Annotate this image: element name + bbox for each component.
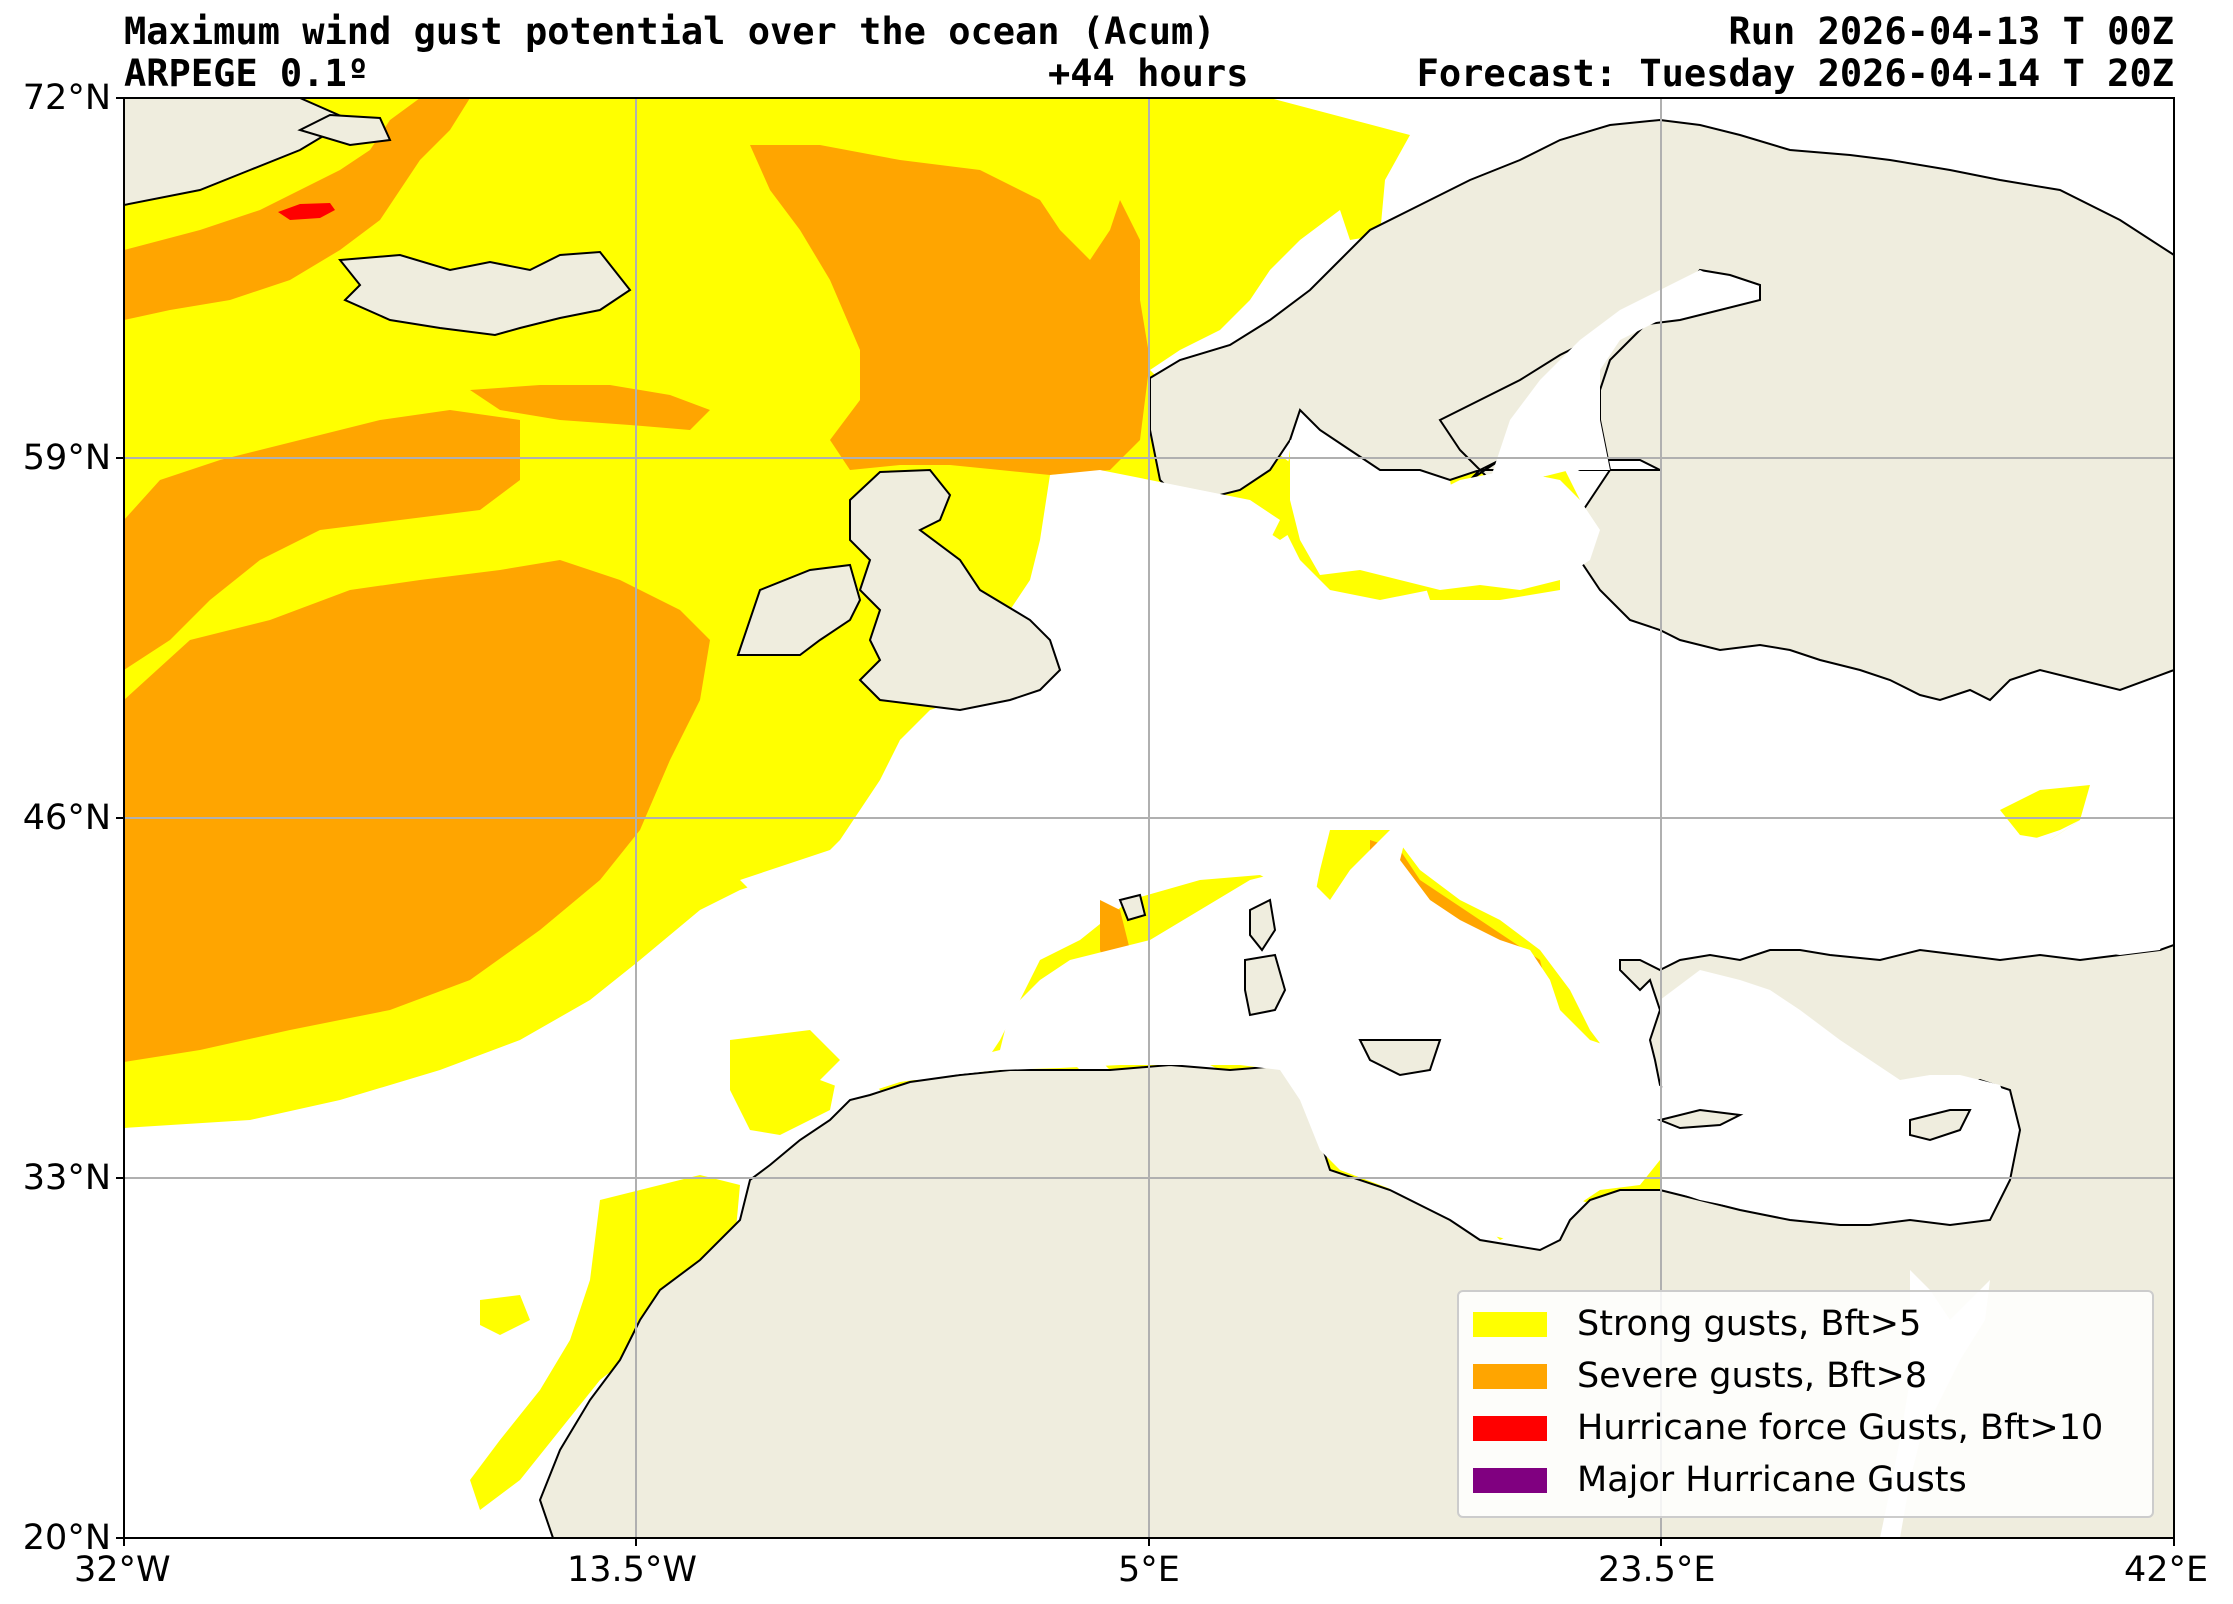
lon-tick-label-23e: 23.5°E: [1598, 1550, 1716, 1590]
graticule: [124, 98, 2174, 1538]
lat-tick-label-59: 59°N: [22, 438, 111, 478]
legend: Strong gusts, Bft>5 Severe gusts, Bft>8 …: [1457, 1290, 2154, 1518]
legend-swatch-strong: [1473, 1311, 1547, 1337]
lead-time-label: +44 hours: [1048, 52, 1249, 95]
legend-swatch-major: [1473, 1467, 1547, 1493]
legend-label-strong: Strong gusts, Bft>5: [1577, 1304, 1922, 1344]
map-title: Maximum wind gust potential over the oce…: [124, 10, 1216, 53]
run-label: Run 2026-04-13 T 00Z: [1728, 10, 2174, 53]
lon-tick-label-13w: 13.5°W: [567, 1550, 698, 1590]
legend-item-severe: Severe gusts, Bft>8: [1473, 1354, 1927, 1398]
legend-item-strong: Strong gusts, Bft>5: [1473, 1302, 1921, 1346]
legend-swatch-severe: [1473, 1363, 1547, 1389]
legend-label-major: Major Hurricane Gusts: [1577, 1460, 1967, 1500]
legend-swatch-hurricane: [1473, 1415, 1547, 1441]
hurricane-gusts-area: [278, 203, 335, 220]
lat-tick-label-20: 20°N: [22, 1518, 111, 1558]
lat-tick-label-33: 33°N: [22, 1158, 111, 1198]
legend-label-severe: Severe gusts, Bft>8: [1577, 1356, 1928, 1396]
lat-tick-label-72: 72°N: [22, 78, 111, 118]
lon-tick-label-32w: 32°W: [74, 1550, 171, 1590]
forecast-label: Forecast: Tuesday 2026-04-14 T 20Z: [1416, 52, 2174, 95]
lon-tick-label-5e: 5°E: [1118, 1550, 1180, 1590]
legend-label-hurricane: Hurricane force Gusts, Bft>10: [1577, 1408, 2104, 1448]
legend-item-major: Major Hurricane Gusts: [1473, 1458, 1967, 1502]
model-label: ARPEGE 0.1º: [124, 52, 370, 95]
tick-marks: [116, 97, 2175, 1546]
lon-tick-label-42e: 42°E: [2124, 1550, 2209, 1590]
legend-item-hurricane: Hurricane force Gusts, Bft>10: [1473, 1406, 2103, 1450]
lat-tick-label-46: 46°N: [22, 798, 111, 838]
